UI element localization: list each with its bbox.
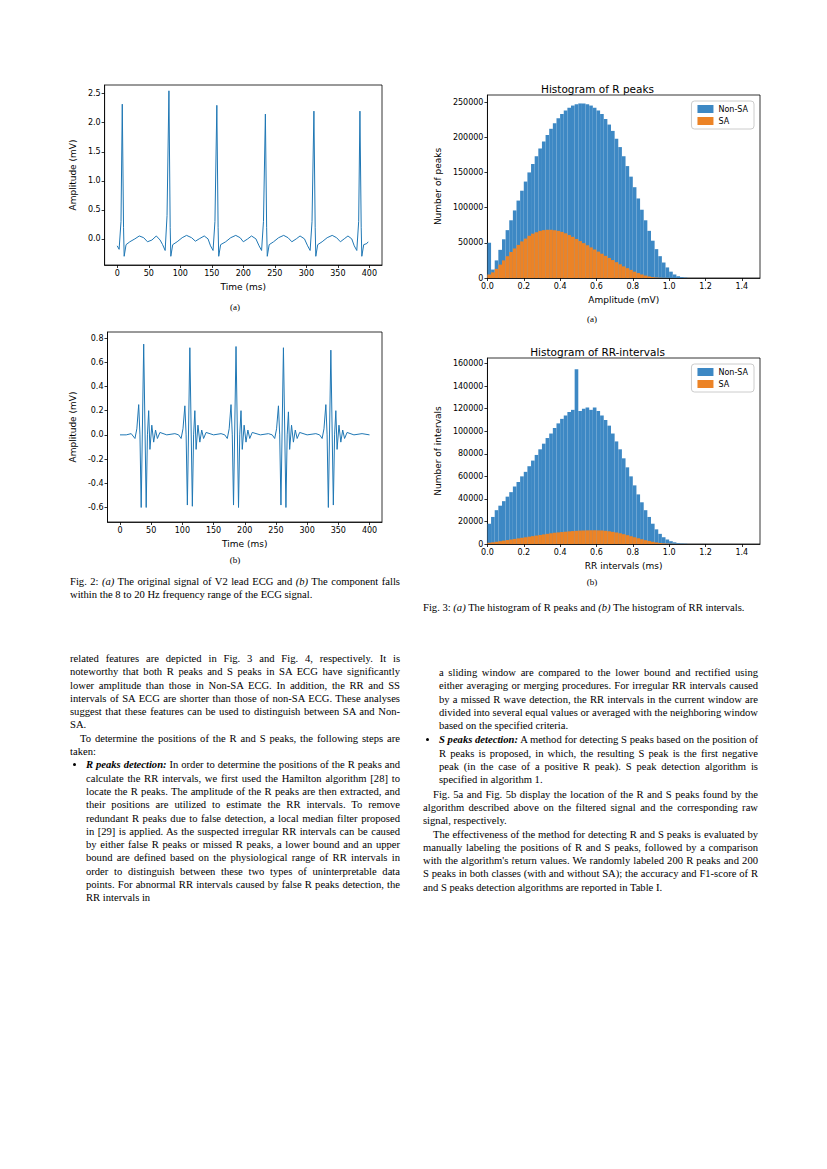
svg-text:100000: 100000 <box>453 427 484 436</box>
svg-text:50: 50 <box>144 269 154 278</box>
svg-text:300: 300 <box>299 526 314 535</box>
svg-text:SA: SA <box>718 380 729 389</box>
svg-text:50000: 50000 <box>458 238 483 247</box>
svg-text:100: 100 <box>175 526 190 535</box>
svg-text:150: 150 <box>206 526 221 535</box>
svg-text:0.8: 0.8 <box>626 282 639 291</box>
svg-text:0.6: 0.6 <box>590 282 603 291</box>
svg-text:50: 50 <box>146 526 156 535</box>
svg-text:-0.6: -0.6 <box>88 503 104 512</box>
svg-text:0.0: 0.0 <box>88 234 101 243</box>
svg-text:150: 150 <box>204 269 219 278</box>
svg-text:Non-SA: Non-SA <box>718 105 748 114</box>
svg-text:0.8: 0.8 <box>626 548 639 557</box>
html-text:Fig. 2: (a) The original signa: Fig. 2: (a) The original signal of V2 le… <box>70 576 400 601</box>
svg-text:0: 0 <box>478 273 484 283</box>
svg-text:-0.4: -0.4 <box>88 479 104 488</box>
svg-text:100: 100 <box>173 269 188 278</box>
svg-text:1.4: 1.4 <box>735 548 748 557</box>
html-text:related features are depicted: related features are depicted in Fig. 3 … <box>70 653 400 731</box>
svg-text:Time (ms): Time (ms) <box>221 539 267 549</box>
html-text:(a): (a) <box>230 302 240 312</box>
svg-text:Non-SA: Non-SA <box>718 368 748 377</box>
svg-text:250: 250 <box>267 269 282 278</box>
svg-text:Histogram of RR-intervals: Histogram of RR-intervals <box>530 346 665 358</box>
svg-text:20000: 20000 <box>458 517 483 526</box>
svg-text:1.2: 1.2 <box>699 548 712 557</box>
svg-text:400: 400 <box>362 269 377 278</box>
svg-text:200: 200 <box>237 526 252 535</box>
html-text:To determine the positions of: To determine the positions of the R and … <box>70 732 400 758</box>
svg-text:0.4: 0.4 <box>554 548 567 557</box>
svg-text:0.6: 0.6 <box>91 358 104 367</box>
svg-text:60000: 60000 <box>458 472 483 481</box>
svg-text:200000: 200000 <box>453 133 484 142</box>
svg-text:300: 300 <box>299 269 314 278</box>
html-text:a sliding window are compared: a sliding window are compared to the low… <box>439 667 758 732</box>
svg-text:0: 0 <box>115 269 120 278</box>
svg-text:2.5: 2.5 <box>88 89 101 98</box>
svg-text:Number of intervals: Number of intervals <box>433 406 443 496</box>
svg-text:0.6: 0.6 <box>590 548 603 557</box>
svg-text:1.0: 1.0 <box>663 548 676 557</box>
svg-text:0.0: 0.0 <box>481 282 494 291</box>
html-text:The effectiveness of the metho: The effectiveness of the method for dete… <box>423 828 758 893</box>
svg-text:0.0: 0.0 <box>481 548 494 557</box>
svg-text:350: 350 <box>330 269 345 278</box>
svg-text:-0.2: -0.2 <box>88 455 104 464</box>
svg-text:RR intervals (ms): RR intervals (ms) <box>585 561 663 571</box>
svg-text:0.8: 0.8 <box>91 334 104 343</box>
svg-text:0.2: 0.2 <box>517 548 530 557</box>
svg-text:1.2: 1.2 <box>699 282 712 291</box>
svg-text:0.2: 0.2 <box>91 406 104 415</box>
html-text:(b): (b) <box>586 577 598 587</box>
svg-text:100000: 100000 <box>453 203 484 212</box>
svg-text:Histogram of R peaks: Histogram of R peaks <box>541 83 654 95</box>
svg-text:140000: 140000 <box>453 382 484 391</box>
svg-text:350: 350 <box>331 526 346 535</box>
html-text:(b): (b) <box>229 555 241 565</box>
svg-text:SA: SA <box>718 117 729 126</box>
svg-text:0: 0 <box>478 539 484 549</box>
svg-text:0.5: 0.5 <box>88 205 101 214</box>
svg-text:200: 200 <box>236 269 251 278</box>
svg-text:0.0: 0.0 <box>91 430 104 439</box>
svg-text:2.0: 2.0 <box>88 118 101 127</box>
svg-text:0.4: 0.4 <box>91 382 104 391</box>
svg-text:1.4: 1.4 <box>735 282 748 291</box>
html-text:S peaks detection: A method fo: S peaks detection: A method for detectin… <box>439 734 758 786</box>
svg-text:0.4: 0.4 <box>554 282 567 291</box>
svg-text:80000: 80000 <box>458 449 483 458</box>
svg-text:0: 0 <box>117 526 122 535</box>
svg-text:1.0: 1.0 <box>88 176 101 185</box>
html-text:R peaks detection: In order to: R peaks detection: In order to determine… <box>86 759 400 904</box>
svg-text:400: 400 <box>362 526 377 535</box>
html-text:(a): (a) <box>587 314 597 324</box>
svg-text:1.0: 1.0 <box>663 282 676 291</box>
svg-text:120000: 120000 <box>453 404 484 413</box>
svg-text:160000: 160000 <box>453 359 484 368</box>
svg-text:1.5: 1.5 <box>88 147 101 156</box>
svg-text:Amplitude (mV): Amplitude (mV) <box>588 295 659 305</box>
svg-text:0.2: 0.2 <box>517 282 530 291</box>
html-text:Fig. 5a and Fig. 5b display th: Fig. 5a and Fig. 5b display the location… <box>423 788 758 827</box>
svg-text:Amplitude (mV): Amplitude (mV) <box>68 140 78 211</box>
svg-text:Time (ms): Time (ms) <box>220 282 266 292</box>
html-text:Fig. 3: (a) The histogram of R: Fig. 3: (a) The histogram of R peaks and… <box>423 602 745 613</box>
svg-text:Number of peaks: Number of peaks <box>433 148 443 226</box>
svg-text:150000: 150000 <box>453 168 484 177</box>
svg-text:250: 250 <box>268 526 283 535</box>
svg-text:Amplitude (mV): Amplitude (mV) <box>68 392 78 463</box>
svg-text:250000: 250000 <box>453 98 484 107</box>
svg-text:40000: 40000 <box>458 494 483 503</box>
